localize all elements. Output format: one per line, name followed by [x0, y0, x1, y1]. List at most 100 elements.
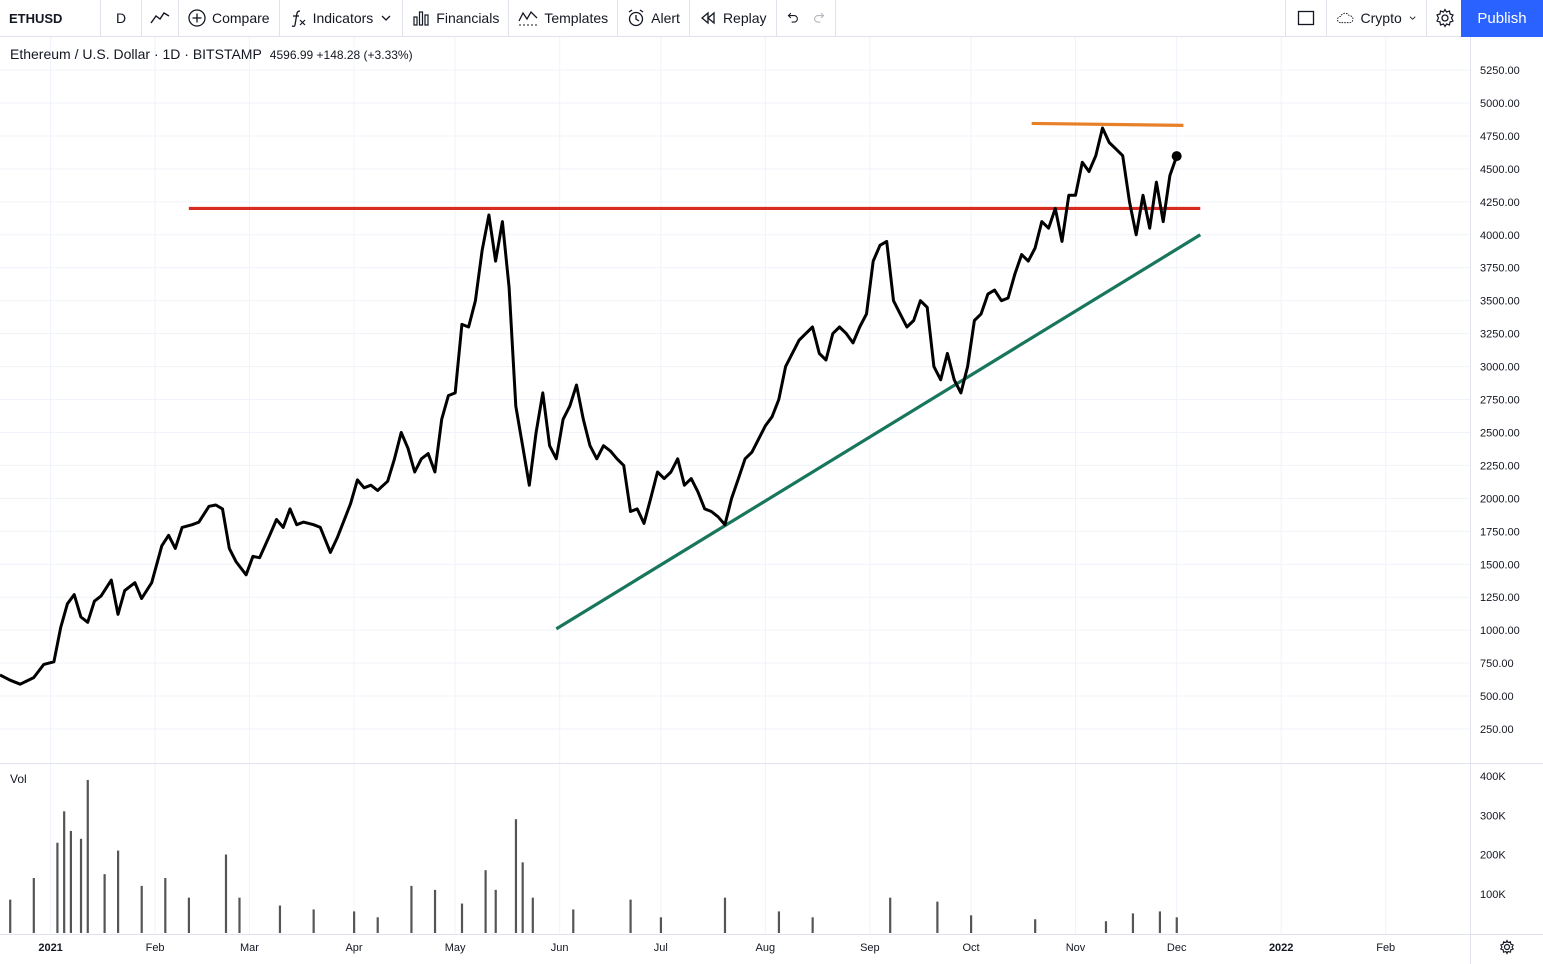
undo-redo-group	[777, 0, 836, 37]
volume-bar	[531, 897, 534, 933]
price-axis: 5250.00 5000.00 4750.00 4500.00 4250.00 4000.…	[1480, 65, 1520, 736]
volume-bar	[1034, 919, 1037, 933]
volume-bar	[629, 899, 632, 933]
publish-button[interactable]: Publish	[1461, 0, 1543, 37]
layout-button[interactable]	[1286, 0, 1327, 37]
volume-bar	[659, 917, 663, 933]
volume-bar	[572, 909, 575, 933]
volume-bar	[514, 819, 518, 933]
crypto-label: Crypto	[1360, 10, 1402, 26]
price-line	[0, 126, 1179, 686]
price-tick-label: 5250.00	[1480, 65, 1520, 77]
redo-icon[interactable]	[813, 11, 826, 25]
trend-lines	[188, 121, 1202, 631]
volume-tick-label: 300K	[1480, 810, 1506, 822]
symbol-search[interactable]: ETHUSD	[0, 0, 101, 37]
volume-bar	[69, 830, 73, 933]
price-tick-label: 1750.00	[1480, 526, 1520, 538]
last-price-point	[1171, 151, 1182, 162]
axis-settings-icon[interactable]	[1499, 939, 1515, 955]
alarm-clock-icon	[628, 9, 644, 27]
price-tick-label: 4750.00	[1480, 131, 1520, 143]
volume-bar	[460, 903, 464, 933]
templates-button[interactable]: Templates	[509, 0, 619, 37]
time-tick-label: 2022	[1269, 942, 1293, 954]
volume-bar	[521, 862, 524, 933]
symbol-label: ETHUSD	[9, 10, 63, 26]
volume-bar	[353, 911, 356, 933]
time-tick-label: Apr	[345, 942, 362, 954]
interval-label: D	[115, 10, 127, 26]
price-tick-label: 1000.00	[1480, 625, 1520, 637]
time-axis: 2021 Feb Mar Apr May Jun Jul Aug Sep Oct Nov Dec 202…	[38, 942, 1395, 954]
volume-bar	[1158, 911, 1162, 933]
support-line	[555, 233, 1202, 631]
price-tick-label: 5000.00	[1480, 98, 1520, 110]
time-tick-label: Jun	[551, 942, 569, 954]
price-tick-label: 3000.00	[1480, 362, 1520, 374]
time-tick-label: Feb	[1376, 942, 1395, 954]
publish-label: Publish	[1477, 10, 1527, 27]
volume-bar	[9, 899, 12, 933]
alert-button[interactable]: Alert	[618, 0, 690, 37]
time-tick-label: 2021	[38, 942, 62, 954]
volume-bar	[238, 897, 241, 933]
chart-grid	[0, 37, 1470, 934]
volume-bar	[164, 878, 167, 933]
crypto-watchlist-button[interactable]: Crypto	[1327, 0, 1427, 37]
gear-icon	[1436, 8, 1454, 28]
volume-bar	[56, 842, 59, 933]
replay-button[interactable]: Replay	[690, 0, 777, 37]
volume-bar	[889, 897, 892, 933]
volume-bar	[777, 911, 781, 933]
chart-type-button[interactable]	[142, 0, 179, 37]
top-line	[1031, 121, 1184, 128]
volume-bar	[494, 889, 497, 933]
volume-bar	[410, 885, 413, 933]
replay-label: Replay	[722, 10, 767, 26]
time-tick-label: Feb	[146, 942, 165, 954]
volume-bar	[63, 811, 66, 933]
time-tick-label: Sep	[860, 942, 880, 954]
price-tick-label: 500.00	[1480, 691, 1514, 703]
time-tick-label: Aug	[756, 942, 776, 954]
price-chart[interactable]: 5250.00 5000.00 4750.00 4500.00 4250.00 4000.…	[0, 37, 1543, 964]
volume-bar	[723, 897, 727, 933]
volume-bar	[103, 874, 106, 933]
cloud-icon	[1337, 12, 1354, 24]
volume-bar	[970, 915, 973, 933]
volume-bar	[1131, 913, 1135, 933]
price-tick-label: 4500.00	[1480, 164, 1520, 176]
chevron-down-icon	[381, 15, 391, 21]
volume-bar	[187, 897, 191, 933]
volume-axis: 400K 300K 200K 100K	[1480, 771, 1506, 901]
price-tick-label: 2750.00	[1480, 395, 1520, 407]
undo-icon[interactable]	[786, 11, 799, 25]
volume-bar	[224, 854, 228, 933]
settings-button[interactable]	[1427, 0, 1464, 37]
financials-button[interactable]: Financials	[403, 0, 510, 37]
price-series	[0, 126, 1182, 686]
time-tick-label: Dec	[1167, 942, 1187, 954]
volume-bar	[433, 889, 437, 933]
price-tick-label: 2250.00	[1480, 460, 1520, 472]
volume-bar	[811, 917, 814, 933]
chart-legend: Ethereum / U.S. Dollar · 1D · BITSTAMP 4…	[10, 46, 413, 62]
financials-label: Financials	[436, 10, 500, 26]
indicators-button[interactable]: Indicators	[280, 0, 404, 37]
compare-button[interactable]: Compare	[179, 0, 280, 37]
interval-button[interactable]: D	[101, 0, 142, 37]
time-tick-label: Nov	[1066, 942, 1086, 954]
price-tick-label: 1500.00	[1480, 559, 1520, 571]
toolbar-spacer	[836, 0, 1286, 37]
price-tick-label: 3500.00	[1480, 296, 1520, 308]
price-tick-label: 1250.00	[1480, 592, 1520, 604]
time-tick-label: Mar	[240, 942, 259, 954]
alert-label: Alert	[651, 10, 680, 26]
volume-tick-label: 200K	[1480, 850, 1506, 862]
volume-bar	[1175, 917, 1178, 933]
time-tick-label: Oct	[962, 942, 979, 954]
compare-label: Compare	[212, 10, 270, 26]
square-icon	[1297, 10, 1315, 26]
templates-icon	[518, 10, 538, 26]
